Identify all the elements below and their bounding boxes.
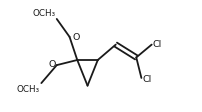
Text: O: O [49,59,56,68]
Text: Cl: Cl [143,74,152,83]
Text: O: O [73,32,80,41]
Text: OCH₃: OCH₃ [17,85,40,94]
Text: OCH₃: OCH₃ [32,9,56,18]
Text: Cl: Cl [153,40,162,49]
